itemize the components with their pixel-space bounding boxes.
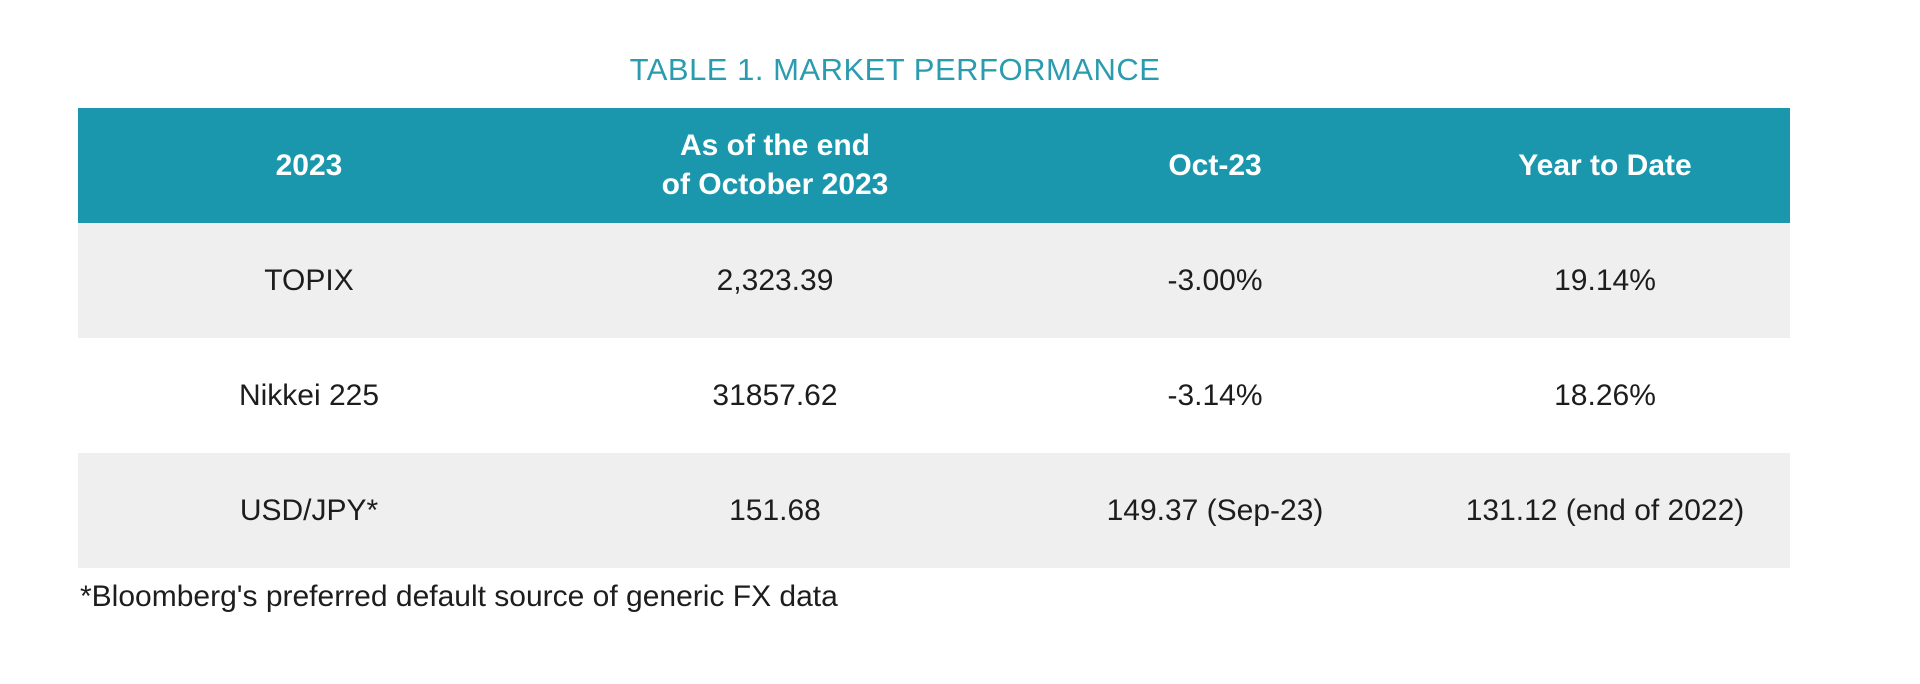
end-of-october-value-cell: 2,323.39 <box>540 223 1010 338</box>
index-name-cell: TOPIX <box>78 223 540 338</box>
header-cell-oct-23: Oct-23 <box>1010 108 1420 223</box>
ytd-value-cell: 18.26% <box>1554 378 1656 412</box>
header-cell-year-to-date: Year to Date <box>1420 108 1790 223</box>
oct-23-value-cell: -3.14% <box>1167 378 1263 412</box>
end-of-october-value-cell: 31857.62 <box>712 378 838 412</box>
ytd-value-cell: 131.12 (end of 2022) <box>1420 453 1790 568</box>
oct-23-value-cell: 149.37 (Sep-23) <box>1010 453 1420 568</box>
table-row-topix: TOPIX 2,323.39 -3.00% 19.14% <box>78 223 1790 338</box>
ytd-value-cell: 19.14% <box>1420 223 1790 338</box>
table-row-usd-jpy: USD/JPY* 151.68 149.37 (Sep-23) 131.12 (… <box>78 453 1790 568</box>
table-header-row: 2023 As of the end of October 2023 Oct-2… <box>78 108 1790 223</box>
header-cell-as-of-end-october: As of the end of October 2023 <box>540 108 1010 223</box>
index-name-cell: USD/JPY* <box>78 453 540 568</box>
header-cell-year: 2023 <box>78 108 540 223</box>
table-title: TABLE 1. MARKET PERFORMANCE <box>629 52 1161 87</box>
end-of-october-value-cell: 151.68 <box>540 453 1010 568</box>
market-performance-table: 2023 As of the end of October 2023 Oct-2… <box>78 108 1790 568</box>
oct-23-value-cell: -3.00% <box>1010 223 1420 338</box>
footnote-text: *Bloomberg's preferred default source of… <box>80 580 838 613</box>
table-row-nikkei-225: Nikkei 225 31857.62 -3.14% 18.26% <box>78 338 1790 453</box>
index-name-cell: Nikkei 225 <box>238 378 380 412</box>
